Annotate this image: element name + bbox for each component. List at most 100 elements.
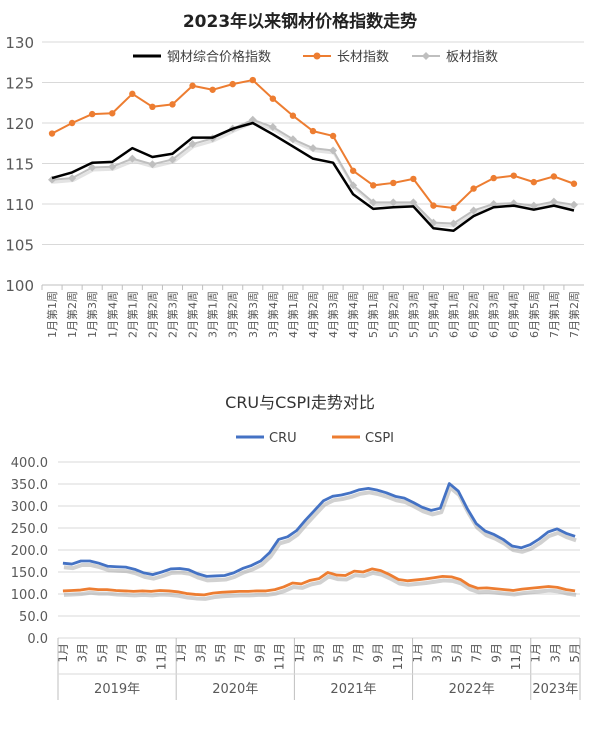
chart2-x-tick-label: 3月 (76, 643, 90, 663)
chart1-point-flat (529, 201, 538, 210)
chart1-point-flat (188, 140, 197, 149)
chart1-y-tick-label: 120 (5, 115, 34, 133)
chart2-legend-label: CSPI (365, 431, 394, 446)
chart1-x-tick-label: 2月第4周 (186, 291, 200, 338)
chart1-point-flat (68, 174, 77, 183)
chart1-point-long (530, 178, 538, 186)
chart1-point-flat (128, 154, 137, 163)
chart1-y-axis: 100 105 110 115 120 125 130 (5, 34, 34, 295)
chart1-x-tick-label: 7月第2周 (567, 291, 581, 338)
chart1-point-long (189, 82, 196, 89)
chart2-x-tick-label: 9月 (253, 643, 267, 663)
chart1-point-long (149, 103, 156, 111)
chart2-x-tick-label: 5月 (95, 643, 109, 663)
chart1-point-long (169, 101, 176, 108)
chart1-y-tick-label: 100 (5, 277, 34, 295)
chart2-year-label: 2019年 (94, 682, 140, 697)
chart2-y-tick-label: 100.0 (11, 588, 48, 603)
chart1-point-long (410, 175, 417, 183)
chart1-point-long (450, 204, 457, 212)
chart1-title: 2023年以来钢材价格指数走势 (183, 11, 417, 32)
chart1-x-tick-label: 4月第2周 (306, 291, 320, 338)
chart1-legend-marker (422, 52, 430, 60)
chart2-x-tick-label: 3月 (548, 643, 562, 663)
chart1-x-tick-label: 5月第3周 (406, 291, 420, 338)
chart1-x-tick-label: 6月第5周 (527, 291, 541, 338)
chart1-series (48, 76, 578, 232)
chart2-series-shadow (63, 485, 577, 583)
chart2-title: CRU与CSPI走势对比 (225, 393, 375, 412)
steel-price-index-chart: 2023年以来钢材价格指数走势 100 105 110 115 120 125 130 1月… (5, 11, 584, 338)
chart1-x-tick-label: 5月第4周 (426, 291, 440, 338)
chart2-x-tick-label: 11月 (509, 643, 523, 670)
chart1-x-tick-label: 1月第4周 (105, 291, 119, 338)
chart1-point-flat (569, 200, 578, 209)
chart1-point-flat (148, 160, 157, 169)
chart1-y-tick-label: 130 (5, 34, 34, 52)
chart1-legend-label: 板材指数 (446, 50, 498, 65)
chart1-gridlines (42, 41, 584, 286)
chart1-x-tick-label: 4月第4周 (346, 291, 360, 338)
chart2-x-tick-label: 11月 (154, 643, 168, 670)
chart1-point-flat (248, 115, 257, 124)
chart2-y-tick-label: 0.0 (27, 632, 48, 647)
chart1-point-long (269, 95, 277, 102)
chart1-point-flat (409, 198, 418, 207)
chart1-point-long (88, 110, 96, 118)
chart2-x-axis: 1月 3月 5月 7月 9月 11月 1月 3月 5月 7月 9月 11月 1月 3月 5月 7月 9月 11月 1… (56, 638, 582, 700)
chart2-x-tick-label: 11月 (391, 643, 405, 670)
chart1-series-shadow (52, 120, 576, 228)
chart1-x-tick-label: 6月第2周 (467, 291, 481, 338)
chart1-point-flat (349, 181, 358, 190)
chart2-year-label: 2021年 (330, 682, 376, 697)
chart1-point-flat (168, 155, 177, 164)
chart1-y-tick-label: 105 (5, 237, 34, 255)
chart1-x-tick-label: 7月第1周 (547, 291, 561, 338)
chart1-x-tick-label: 5月第1周 (366, 291, 380, 338)
chart2-series (62, 482, 577, 601)
chart-panel-steel-index: 2023年以来钢材价格指数走势 100 105 110 115 120 125 130 1月… (0, 0, 600, 365)
chart2-x-tick-label: 5月 (332, 643, 346, 663)
chart1-x-tick-label: 5月第2周 (386, 291, 400, 338)
chart2-x-tick-label: 5月 (450, 643, 464, 663)
chart1-point-long (48, 130, 56, 137)
chart2-gridlines (58, 461, 580, 639)
chart1-x-tick-label: 1月第2周 (65, 291, 79, 338)
chart2-x-tick-label: 7月 (115, 643, 129, 663)
chart1-point-long (289, 112, 297, 119)
chart1-point-long (490, 174, 497, 182)
chart2-legend: CRU CSPI (236, 431, 394, 446)
chart2-x-tick-label: 9月 (489, 643, 503, 663)
chart1-legend-label: 钢材综合价格指数 (167, 49, 271, 65)
chart2-y-tick-label: 400.0 (11, 456, 48, 471)
chart1-x-tick-label: 4月第3周 (326, 291, 340, 338)
chart1-point-long (570, 180, 578, 187)
chart2-x-tick-label: 5月 (214, 643, 228, 663)
chart1-point-flat (288, 135, 297, 144)
chart2-y-tick-label: 50.0 (19, 610, 48, 625)
chart1-x-tick-label: 2月第2周 (145, 291, 159, 338)
chart2-x-tick-label: 3月 (312, 643, 326, 663)
chart1-point-long (249, 76, 256, 84)
chart2-y-tick-label: 200.0 (11, 544, 48, 559)
chart2-x-tick-label: 11月 (273, 643, 287, 670)
chart1-x-tick-label: 6月第1周 (447, 291, 461, 338)
chart1-x-tick-label: 6月第3周 (487, 291, 501, 338)
chart1-x-tick-label: 6月第4周 (507, 291, 521, 338)
chart2-x-tick-label: 7月 (470, 643, 484, 663)
chart2-series-line-cru (62, 482, 576, 578)
chart1-point-flat (88, 163, 97, 172)
chart2-x-tick-label: 3月 (430, 643, 444, 663)
chart2-x-tick-label: 7月 (351, 643, 365, 663)
chart1-y-tick-label: 115 (5, 156, 34, 174)
chart2-year-label: 2023年 (532, 682, 578, 697)
chart1-x-tick-label: 4月第1周 (286, 291, 300, 338)
chart2-series-line-cspi (62, 567, 576, 597)
chart1-x-tick-label: 1月第1周 (45, 291, 59, 338)
chart1-point-long (309, 127, 317, 135)
chart2-x-tick-label: 7月 (233, 643, 247, 663)
chart2-x-tick-label: 1月 (174, 643, 188, 663)
chart1-x-tick-label: 3月第2周 (226, 291, 240, 338)
chart1-point-flat (549, 197, 558, 206)
chart1-point-long (209, 86, 216, 93)
